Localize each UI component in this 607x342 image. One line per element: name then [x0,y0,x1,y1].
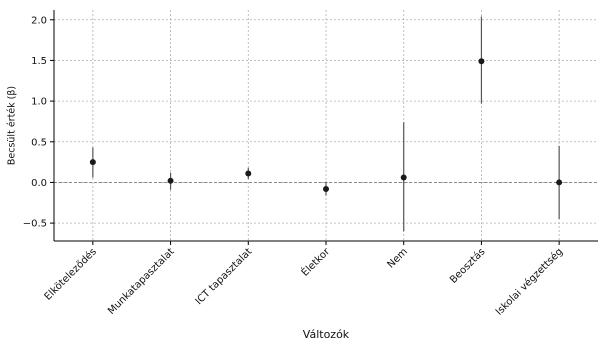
y-axis-title: Becsült érték (β) [7,86,18,165]
estimate-points [89,58,563,192]
estimate-point [167,177,174,184]
estimate-point [478,58,485,65]
estimate-point [323,185,329,192]
y-tick-label: 1.5 [31,56,47,67]
estimate-point [245,170,252,177]
x-tick-label: Iskolai végzettség [493,246,565,318]
x-tick-label: Munkatapasztalat [106,246,177,317]
estimate-point [556,179,563,186]
grid [54,10,598,241]
x-axis-title: Változók [303,328,350,341]
y-tick-label: 1.0 [31,97,47,108]
y-tick-label: 0.5 [31,137,47,148]
x-tick-label: Beosztás [447,246,487,286]
y-axis-ticks: −0.5 0.0 0.5 1.0 1.5 2.0 [23,15,54,230]
x-tick-label: Életkor [298,244,332,278]
x-tick-label: Nem [386,246,410,270]
estimate-point [400,174,407,181]
x-axis-ticks: Elköteleződés Munkatapasztalat ICT tapaszt… [42,241,565,318]
x-tick-label: Elköteleződés [42,246,99,303]
x-tick-label: ICT tapasztalat [194,246,255,307]
y-tick-label: −0.5 [23,219,47,230]
y-tick-label: 2.0 [31,15,47,26]
estimate-point [89,159,96,166]
y-tick-label: 0.0 [31,178,47,189]
